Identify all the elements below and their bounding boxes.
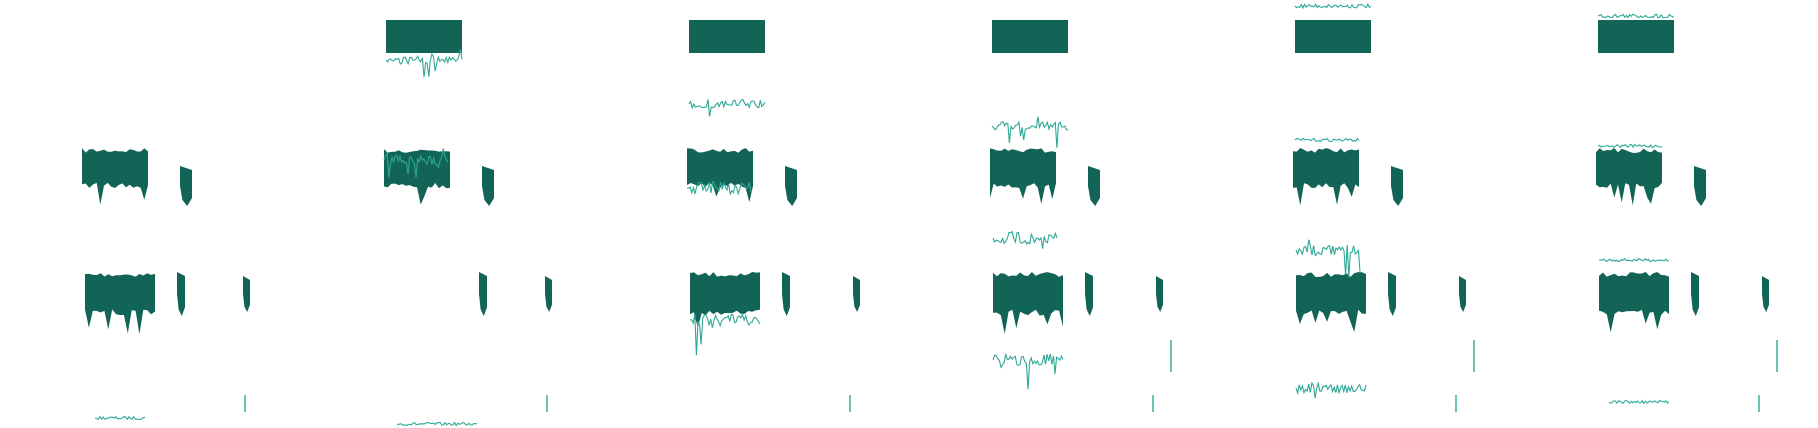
panel-2-mid-sliver	[482, 166, 494, 206]
panel-2-bottom-trace	[396, 421, 478, 427]
panel-4-header-block	[992, 20, 1068, 53]
panel-4-lower-sliver-b	[1156, 276, 1163, 312]
panel-5-lower-blob	[1296, 272, 1366, 332]
panel-4-lower-sliver	[1085, 272, 1093, 316]
panel-4-lower-trace	[992, 230, 1058, 249]
panel-5-header-block	[1295, 20, 1371, 53]
panel-3-mid-sliver	[785, 166, 797, 206]
panel-1-lower-sliver	[177, 272, 185, 316]
panel-2-sub-header-trace	[385, 49, 463, 78]
panel-5-mid-sliver	[1391, 166, 1403, 206]
panel-6-lower-sliver-b	[1762, 276, 1769, 312]
panel-5-mid-blob	[1293, 148, 1359, 206]
panel-1-bottom-trace	[94, 415, 146, 421]
panel-6-header-block	[1598, 20, 1674, 53]
panel-1-mid-sliver	[180, 166, 192, 206]
panel-3-lower-sliver-b	[853, 276, 860, 312]
panel-4-mid-trace	[991, 116, 1068, 148]
panel-1-mid-blob	[82, 148, 148, 205]
panel-2-blob-overlay-trace	[383, 148, 449, 178]
panel-1-lower-blob	[85, 273, 155, 335]
panel-2-lower-sliver	[479, 272, 487, 316]
panel-4-lower-blob	[993, 272, 1063, 334]
panel-4-mid-sliver	[1088, 166, 1100, 206]
panel-5-lower-trace	[1295, 239, 1361, 278]
panel-3-lower-blob	[690, 272, 760, 328]
panel-5-mid-trace	[1294, 137, 1360, 143]
panel-5-top-trace	[1294, 2, 1372, 10]
panel-5-bottom-trace	[1295, 381, 1367, 399]
panel-6-lower-blob	[1599, 272, 1669, 333]
panel-4-mid-blob	[990, 148, 1056, 204]
panel-3-mid-blob	[687, 148, 753, 203]
panel-5-lower-sliver	[1388, 272, 1396, 316]
panel-2-lower-sliver-b	[545, 276, 552, 312]
panel-1-lower-sliver-b	[243, 276, 250, 312]
panel-2-mid-blob	[384, 149, 450, 205]
panel-2-header-block	[386, 20, 462, 53]
panel-3-mid-trace	[688, 98, 766, 117]
panel-3-lower-trace	[689, 312, 761, 356]
panel-6-lower-trace	[1598, 257, 1670, 263]
panel-6-bottom-trace	[1608, 399, 1670, 405]
panel-6-mid-blob	[1596, 148, 1662, 206]
panel-3-lower-sliver	[782, 272, 790, 316]
panel-4-bottom-trace	[992, 352, 1064, 390]
panel-3-blob-overlay-trace	[687, 180, 752, 196]
panel-6-top-trace	[1597, 13, 1675, 19]
panel-6-mid-sliver	[1694, 166, 1706, 206]
panel-3-header-block	[689, 20, 765, 53]
panel-6-mid-trace	[1597, 143, 1663, 149]
panel-5-lower-sliver-b	[1459, 276, 1466, 312]
panel-6-lower-sliver	[1691, 272, 1699, 316]
